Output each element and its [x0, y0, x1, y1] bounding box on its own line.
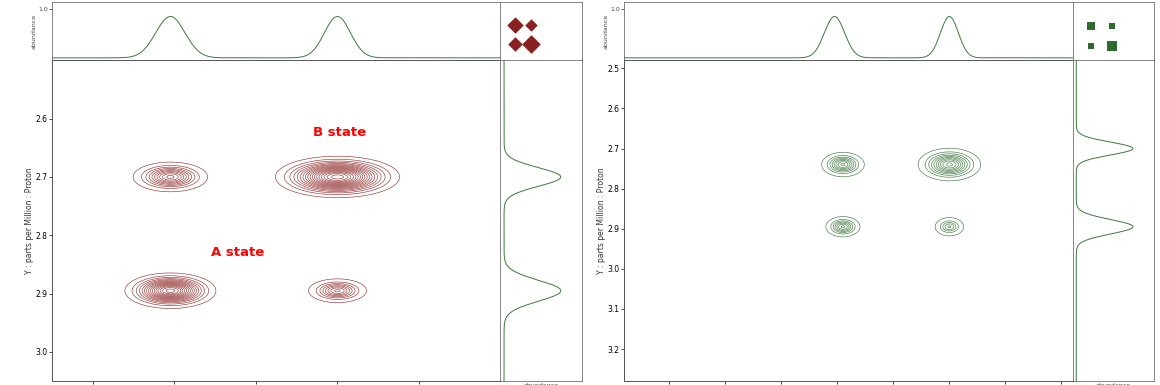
Y-axis label: abundance: abundance: [31, 13, 37, 49]
Point: [1102, 23, 1121, 30]
X-axis label: abundance: abundance: [1096, 383, 1131, 385]
Point: [1081, 23, 1100, 30]
Y-axis label: Y : parts per Million : Proton: Y : parts per Million : Proton: [597, 167, 606, 274]
Point: [522, 41, 541, 47]
Point: [506, 41, 524, 47]
Point: [522, 22, 541, 28]
X-axis label: abundance: abundance: [523, 62, 559, 67]
Text: B state: B state: [313, 126, 367, 139]
X-axis label: abundance: abundance: [1096, 62, 1131, 67]
Y-axis label: abundance: abundance: [604, 13, 609, 49]
Point: [506, 22, 524, 28]
Point: [1081, 43, 1100, 49]
Point: [1102, 43, 1121, 49]
Y-axis label: Y : parts per Million : Proton: Y : parts per Million : Proton: [24, 167, 34, 274]
Text: A state: A state: [211, 246, 264, 259]
X-axis label: abundance: abundance: [523, 383, 559, 385]
